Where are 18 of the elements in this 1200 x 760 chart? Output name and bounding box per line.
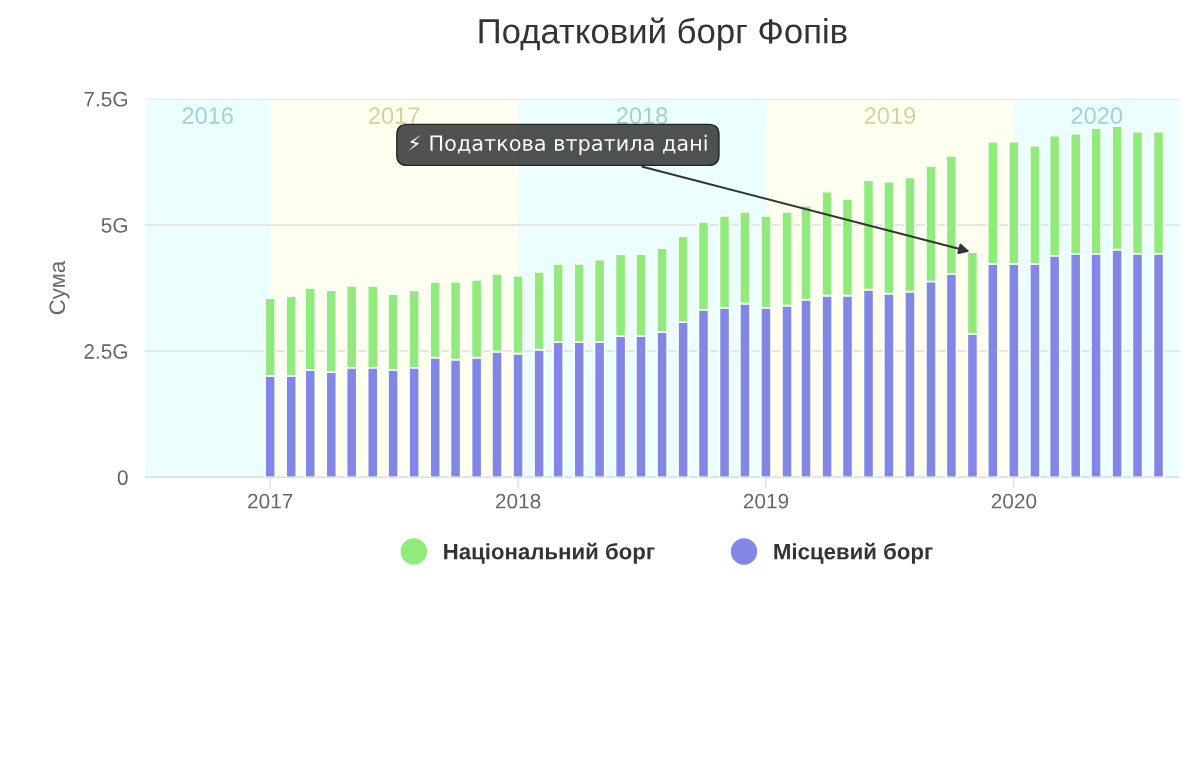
legend-label: Місцевий борг [774,542,933,564]
band-label: 2017 [369,107,420,125]
chart-title: Податковий борг Фопів [479,17,847,51]
band-label: 2019 [864,107,916,125]
y-axis-title: Сума [49,260,70,315]
y-tick-label: 5G [101,217,127,233]
x-tick-label: 2017 [248,493,293,509]
band-label: 2018 [616,107,668,125]
annotation: ⚡ Податкова втратила дані [408,134,707,155]
x-tick-label: 2018 [495,493,541,509]
y-tick-label: 2.5G [84,344,127,359]
y-tick-label: 7.5G [84,91,127,107]
x-tick-label: 2019 [743,493,789,509]
band-label: 2016 [182,107,233,125]
x-tick-label: 2020 [991,493,1037,509]
band-label: 2020 [1071,107,1123,125]
legend-label: Національний борг [444,542,655,564]
y-tick-label: 0 [117,470,128,486]
